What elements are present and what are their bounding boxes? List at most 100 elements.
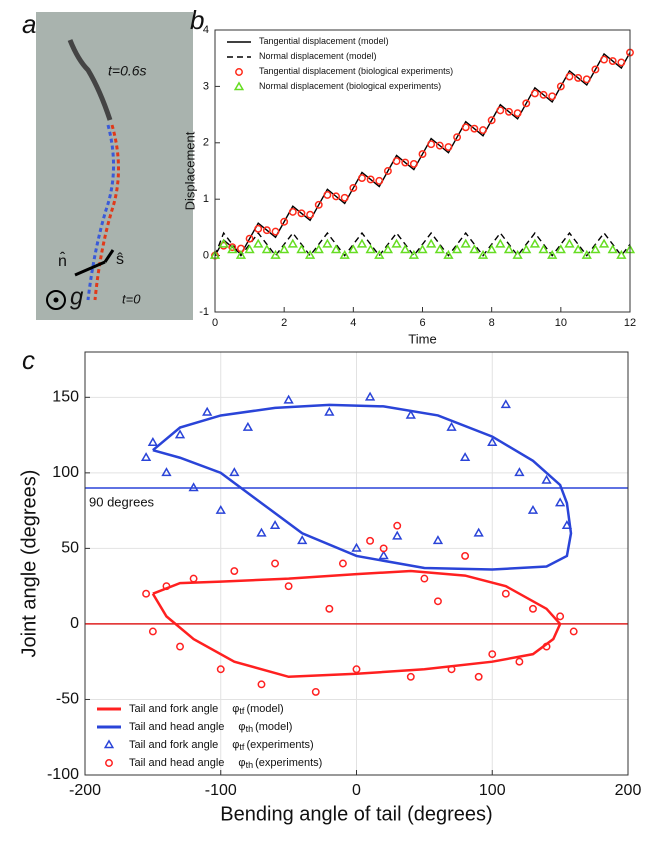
marker — [379, 544, 388, 553]
legend-symbol: φ — [232, 739, 239, 751]
marker — [364, 391, 376, 401]
marker — [253, 238, 264, 248]
plot-area — [215, 30, 630, 312]
marker — [451, 244, 463, 254]
marker — [375, 176, 384, 185]
x-tick-label: 100 — [479, 782, 506, 799]
marker — [140, 452, 152, 462]
marker — [262, 226, 271, 235]
marker — [470, 124, 479, 133]
marker — [432, 535, 444, 545]
marker — [188, 482, 199, 492]
marker — [229, 467, 240, 477]
marker — [426, 238, 437, 248]
marker — [617, 58, 626, 67]
marker — [235, 249, 247, 259]
legend-name: Tangential displacement (model) — [259, 36, 389, 46]
marker — [288, 207, 297, 216]
marker — [488, 650, 497, 659]
y-tick-label: -1 — [199, 306, 209, 318]
marker — [512, 249, 523, 259]
marker — [514, 467, 525, 477]
marker — [374, 249, 385, 259]
marker — [418, 150, 427, 159]
marker — [279, 244, 290, 254]
marker — [554, 497, 566, 507]
marker — [242, 421, 254, 431]
marker — [522, 99, 531, 108]
marker — [582, 75, 591, 84]
legend-subscript: tf — [239, 742, 245, 752]
marker — [565, 72, 574, 81]
legend-name: Tail and head angle — [129, 721, 224, 733]
arrow-s — [103, 249, 115, 263]
legend-label: Tail and fork angle φtf (model) — [129, 703, 284, 716]
x-tick-label: 2 — [281, 317, 287, 329]
y-tick-label: 4 — [203, 24, 209, 36]
x-tick-label: 4 — [350, 317, 356, 329]
marker — [325, 604, 334, 613]
marker — [469, 244, 480, 254]
marker — [283, 394, 294, 404]
fish-outline — [86, 124, 115, 301]
marker — [474, 672, 483, 681]
marker — [189, 574, 198, 583]
legend-note: (model) — [246, 703, 283, 715]
marker — [527, 504, 539, 514]
x-tick-label: 200 — [615, 782, 642, 799]
marker — [148, 627, 157, 636]
marker — [323, 191, 332, 199]
legend-swatch — [105, 759, 113, 767]
y-tick-label: -100 — [47, 766, 79, 783]
marker — [434, 597, 442, 606]
marker — [261, 244, 273, 254]
marker — [314, 200, 323, 209]
y-tick-label: 3 — [203, 80, 209, 92]
marker — [547, 249, 558, 259]
marker — [244, 244, 255, 254]
legend-name: Tail and fork angle — [129, 703, 218, 715]
marker — [332, 192, 340, 201]
marker — [487, 116, 496, 125]
x-tick-label: 0 — [352, 782, 361, 799]
marker — [351, 542, 362, 552]
legend-name: Normal displacement (model) — [259, 51, 377, 61]
marker — [561, 520, 573, 530]
marker — [434, 244, 445, 254]
marker — [324, 406, 335, 416]
marker — [271, 559, 279, 568]
legend-symbol: φ — [232, 703, 239, 715]
marker — [400, 244, 411, 254]
legend-label: Tangential displacement (model) — [259, 36, 389, 46]
marker — [446, 421, 457, 431]
marker — [555, 244, 566, 254]
marker — [515, 657, 524, 666]
marker — [304, 249, 316, 259]
marker — [607, 244, 618, 254]
marker — [461, 551, 470, 560]
marker — [556, 612, 565, 621]
annotation: ŝ — [116, 251, 124, 268]
marker — [496, 106, 505, 115]
marker — [572, 244, 584, 254]
marker — [393, 521, 402, 530]
marker — [538, 244, 549, 254]
marker — [366, 536, 375, 545]
marker — [539, 90, 548, 99]
series-line — [214, 52, 631, 256]
marker — [443, 249, 454, 259]
marker — [218, 238, 229, 248]
marker — [257, 680, 266, 689]
legend-label: Tail and head angle φth (model) — [129, 721, 292, 734]
marker — [202, 406, 213, 416]
legend-label: Tangential displacement (biological expe… — [259, 66, 453, 76]
marker — [513, 109, 522, 118]
photo-panel: a t=0.6s n̂ ŝ g t=0 — [22, 9, 193, 320]
marker — [142, 589, 151, 598]
legend-label: Normal displacement (biological experime… — [259, 81, 441, 91]
marker — [569, 627, 578, 636]
marker — [162, 582, 171, 591]
marker — [548, 92, 557, 101]
marker — [600, 55, 609, 64]
